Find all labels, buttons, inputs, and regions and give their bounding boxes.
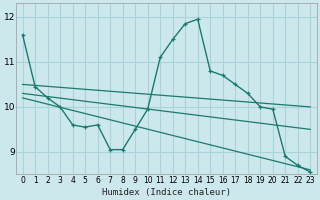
X-axis label: Humidex (Indice chaleur): Humidex (Indice chaleur) xyxy=(102,188,231,197)
